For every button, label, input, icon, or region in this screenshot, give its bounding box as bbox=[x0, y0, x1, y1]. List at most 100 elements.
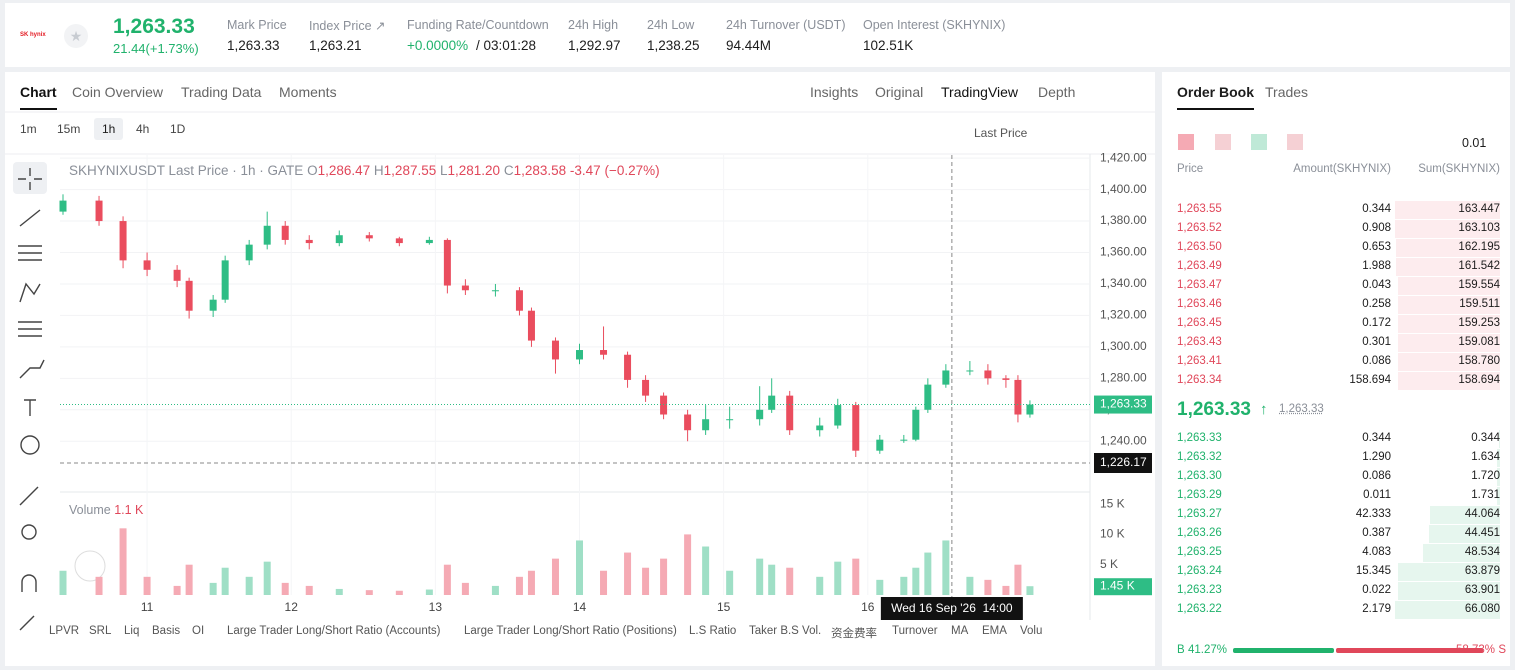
ob-sum: 162.195 bbox=[1458, 241, 1500, 253]
stat-value: 94.44M bbox=[726, 38, 772, 53]
ob-price[interactable]: 1,263.32 bbox=[1177, 451, 1222, 463]
ob-sum: 158.694 bbox=[1458, 374, 1500, 386]
indicator[interactable]: Large Trader Long/Short Ratio (Positions… bbox=[464, 625, 677, 637]
indicator[interactable]: Large Trader Long/Short Ratio (Accounts) bbox=[227, 625, 441, 637]
depth-bar bbox=[1497, 449, 1500, 467]
candle-body bbox=[660, 395, 668, 415]
view-tab[interactable]: Depth bbox=[1038, 84, 1076, 100]
tab[interactable]: Trading Data bbox=[181, 84, 262, 100]
ob-price[interactable]: 1,263.26 bbox=[1177, 527, 1222, 539]
depth-bar bbox=[1395, 220, 1500, 238]
ob-price[interactable]: 1,263.50 bbox=[1177, 241, 1222, 253]
depth-bar bbox=[1497, 468, 1500, 486]
book-layout-icon[interactable] bbox=[1178, 134, 1194, 150]
interval[interactable]: 1D bbox=[170, 122, 186, 136]
indicator[interactable]: MA bbox=[951, 625, 969, 637]
interval[interactable]: 1m bbox=[20, 122, 37, 136]
indicator[interactable]: EMA bbox=[982, 625, 1007, 637]
interval[interactable]: 4h bbox=[136, 122, 150, 136]
ob-price[interactable]: 1,263.46 bbox=[1177, 298, 1222, 310]
ob-price[interactable]: 1,263.30 bbox=[1177, 470, 1222, 482]
ob-price[interactable]: 1,263.49 bbox=[1177, 260, 1222, 272]
mark-price: 1,263.33 bbox=[1279, 403, 1324, 415]
legend-value: 1,281.20 bbox=[447, 163, 501, 178]
indicator[interactable]: 资金费率 bbox=[831, 628, 877, 640]
ob-price[interactable]: 1,263.43 bbox=[1177, 336, 1222, 348]
indicator[interactable]: Liq bbox=[124, 625, 140, 637]
y-tick-label: 1,280.00 bbox=[1100, 371, 1147, 385]
ob-price[interactable]: 1,263.47 bbox=[1177, 279, 1222, 291]
ob-price[interactable]: 1,263.52 bbox=[1177, 222, 1222, 234]
indicator[interactable]: Turnover bbox=[892, 625, 938, 637]
tab[interactable]: Moments bbox=[279, 84, 337, 100]
candle-body bbox=[876, 439, 884, 451]
ob-tab[interactable]: Order Book bbox=[1177, 84, 1255, 110]
interval[interactable]: 15m bbox=[57, 122, 81, 136]
ob-price[interactable]: 1,263.29 bbox=[1177, 489, 1222, 501]
book-layout-icon[interactable] bbox=[1215, 134, 1231, 150]
indicator[interactable]: Basis bbox=[152, 625, 181, 637]
ob-price[interactable]: 1,263.33 bbox=[1177, 432, 1222, 444]
indicator[interactable]: Volu bbox=[1020, 625, 1043, 637]
ob-price[interactable]: 1,263.41 bbox=[1177, 355, 1222, 367]
ob-price[interactable]: 1,263.27 bbox=[1177, 508, 1222, 520]
volume-bar bbox=[59, 570, 67, 595]
ob-price[interactable]: 1,263.22 bbox=[1177, 603, 1222, 615]
ob-amount: 15.345 bbox=[1355, 565, 1391, 577]
indicator[interactable]: SRL bbox=[89, 625, 112, 637]
precision[interactable]: 0.01 bbox=[1462, 136, 1487, 150]
indicator[interactable]: LPVR bbox=[49, 625, 80, 637]
ob-price[interactable]: 1,263.55 bbox=[1177, 203, 1222, 215]
indicator[interactable]: OI bbox=[192, 625, 205, 637]
volume-bar bbox=[491, 585, 499, 595]
ob-amount: 0.172 bbox=[1362, 317, 1391, 329]
view-tab[interactable]: Insights bbox=[810, 84, 859, 100]
book-layout-icon[interactable] bbox=[1287, 134, 1303, 150]
view-tab[interactable]: Original bbox=[875, 84, 924, 100]
volume-value: 1.1 K bbox=[114, 503, 144, 517]
tv-logo bbox=[74, 550, 106, 582]
ob-sum: 44.064 bbox=[1464, 508, 1500, 520]
sell-letter: S bbox=[1498, 644, 1506, 656]
ob-col: Price bbox=[1177, 163, 1204, 175]
ob-col: Amount(SKHYNIX) bbox=[1293, 163, 1391, 175]
tab[interactable]: Chart bbox=[20, 84, 57, 110]
stat-label: 24h Low bbox=[647, 18, 695, 32]
ob-price[interactable]: 1,263.23 bbox=[1177, 584, 1222, 596]
volume-bar bbox=[684, 534, 692, 595]
legend-value: 1,287.55 bbox=[383, 163, 437, 178]
interval[interactable]: 1h bbox=[94, 118, 124, 140]
volume-bar bbox=[966, 576, 974, 595]
volume-bar bbox=[245, 576, 253, 595]
ob-amount: 2.179 bbox=[1362, 603, 1391, 615]
candle-body bbox=[461, 285, 469, 291]
volume-bar bbox=[1002, 585, 1010, 595]
ob-sum: 0.344 bbox=[1471, 432, 1500, 444]
price-source[interactable]: Last Price bbox=[974, 126, 1028, 140]
y-tick-label: 1,420.00 bbox=[1100, 150, 1147, 164]
view-tab[interactable]: TradingView bbox=[941, 84, 1019, 100]
ob-amount: 0.653 bbox=[1362, 241, 1391, 253]
ob-tab[interactable]: Trades bbox=[1265, 84, 1309, 100]
candle-body bbox=[281, 225, 289, 240]
ob-sum: 159.554 bbox=[1458, 279, 1500, 291]
ob-price[interactable]: 1,263.24 bbox=[1177, 565, 1222, 577]
ob-price[interactable]: 1,263.34 bbox=[1177, 374, 1222, 386]
stat-label: Funding Rate/Countdown bbox=[407, 18, 549, 32]
volume-bar bbox=[702, 546, 710, 595]
buy-letter: B bbox=[1177, 644, 1185, 656]
tab[interactable]: Coin Overview bbox=[72, 84, 164, 100]
ob-price[interactable]: 1,263.45 bbox=[1177, 317, 1222, 329]
ob-sum: 163.103 bbox=[1458, 222, 1500, 234]
favorite-star[interactable]: ★ bbox=[64, 24, 88, 48]
crosshair-time-tag bbox=[880, 597, 1023, 620]
ob-amount: 0.908 bbox=[1362, 222, 1391, 234]
indicator[interactable]: Taker B.S Vol. bbox=[749, 625, 822, 637]
ob-price[interactable]: 1,263.25 bbox=[1177, 546, 1222, 558]
book-layout-icon[interactable] bbox=[1251, 134, 1267, 150]
stat-value: 1,238.25 bbox=[647, 38, 700, 53]
candle-body bbox=[642, 379, 650, 396]
indicator[interactable]: L.S Ratio bbox=[689, 625, 737, 637]
tool-active[interactable] bbox=[13, 162, 47, 194]
